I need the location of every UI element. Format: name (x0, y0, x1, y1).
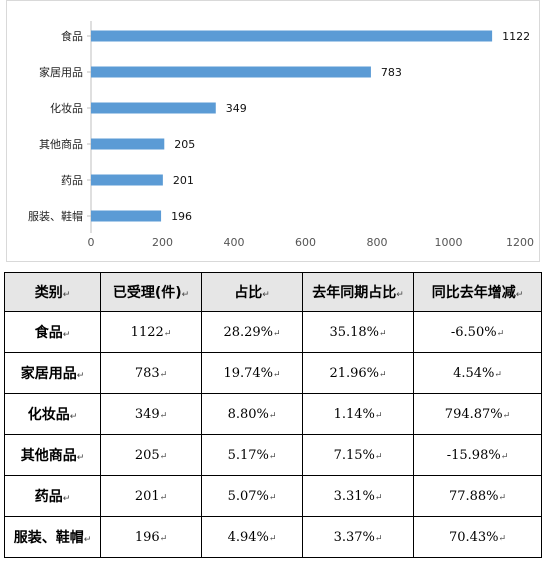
table-cell: 201↵ (100, 475, 202, 517)
table-cell: 21.96%↵ (302, 352, 414, 394)
x-tick-label: 800 (367, 236, 388, 249)
bar-chart: 食品 1122 家居用品 783 化妆品 349 其他商品 205 药品 201 服装、鞋帽 196 0… (6, 0, 540, 262)
category-label: 药品 (61, 174, 83, 187)
table-cell: 28.29%↵ (201, 311, 303, 353)
table-row: 家居用品↵ 783↵ 19.74%↵ 21.96%↵ 4.54%↵ (4, 352, 542, 394)
table-cell: 药品↵ (4, 475, 101, 517)
table-cell: 349↵ (100, 393, 202, 435)
table-cell: 4.94%↵ (201, 516, 303, 558)
table-cell: 8.80%↵ (201, 393, 303, 435)
x-tick-label: 400 (224, 236, 245, 249)
table-row: 药品↵ 201↵ 5.07%↵ 3.31%↵ 77.88%↵ (4, 475, 542, 517)
bar (91, 102, 216, 114)
table-cell: 家居用品↵ (4, 352, 101, 394)
bar (91, 210, 162, 222)
table-header-row: 类别↵ 已受理(件)↵ 占比↵ 去年同期占比↵ 同比去年增减↵ (4, 272, 542, 312)
table-cell: 35.18%↵ (302, 311, 414, 353)
x-tick-label: 1200 (506, 236, 534, 249)
data-label: 201 (173, 174, 194, 187)
complaint-table: 类别↵ 已受理(件)↵ 占比↵ 去年同期占比↵ 同比去年增减↵ 食品↵ 1122… (4, 272, 542, 558)
table-row: 食品↵ 1122↵ 28.29%↵ 35.18%↵ -6.50%↵ (4, 311, 542, 353)
bar (91, 138, 165, 150)
header-last-year-share: 去年同期占比↵ (302, 272, 414, 312)
table-cell: 3.31%↵ (302, 475, 414, 517)
x-tick-label: 600 (295, 236, 316, 249)
table-cell: -15.98%↵ (413, 434, 542, 476)
x-tick-label: 200 (152, 236, 173, 249)
table-cell: 1122↵ (100, 311, 202, 353)
bar (91, 174, 163, 186)
category-label: 化妆品 (50, 101, 83, 115)
bar (91, 66, 371, 78)
table-cell: 其他商品↵ (4, 434, 101, 476)
category-label: 家居用品 (39, 65, 83, 79)
data-label: 783 (381, 66, 402, 79)
table-cell: 5.17%↵ (201, 434, 303, 476)
table-cell: 食品↵ (4, 311, 101, 353)
table-cell: 794.87%↵ (413, 393, 542, 435)
x-tick-label: 0 (88, 236, 95, 249)
header-category: 类别↵ (4, 272, 101, 312)
category-label: 服装、鞋帽 (28, 209, 83, 223)
table-row: 服装、鞋帽↵ 196↵ 4.94%↵ 3.37%↵ 70.43%↵ (4, 516, 542, 558)
header-share: 占比↵ (201, 272, 303, 312)
table-cell: 77.88%↵ (413, 475, 542, 517)
data-label: 1122 (502, 30, 530, 43)
table-cell: 3.37%↵ (302, 516, 414, 558)
data-label: 205 (174, 138, 195, 151)
x-tick-label: 1000 (435, 236, 463, 249)
data-label: 349 (226, 102, 247, 115)
table-cell: 783↵ (100, 352, 202, 394)
table-cell: 化妆品↵ (4, 393, 101, 435)
table-cell: -6.50%↵ (413, 311, 542, 353)
table-cell: 1.14%↵ (302, 393, 414, 435)
table-cell: 4.54%↵ (413, 352, 542, 394)
table-cell: 5.07%↵ (201, 475, 303, 517)
table-cell: 196↵ (100, 516, 202, 558)
table-cell: 205↵ (100, 434, 202, 476)
category-label: 食品 (61, 29, 83, 43)
data-label: 196 (171, 210, 192, 223)
bar (91, 30, 493, 42)
table-cell: 70.43%↵ (413, 516, 542, 558)
header-accepted: 已受理(件)↵ (100, 272, 202, 312)
table-row: 其他商品↵ 205↵ 5.17%↵ 7.15%↵ -15.98%↵ (4, 434, 542, 476)
table-cell: 服装、鞋帽↵ (4, 516, 101, 558)
header-yoy-change: 同比去年增减↵ (413, 272, 542, 312)
category-label: 其他商品 (39, 137, 83, 151)
chart-canvas: 食品 1122 家居用品 783 化妆品 349 其他商品 205 药品 201 服装、鞋帽 196 0… (28, 21, 534, 249)
table-cell: 19.74%↵ (201, 352, 303, 394)
table-cell: 7.15%↵ (302, 434, 414, 476)
table-row: 化妆品↵ 349↵ 8.80%↵ 1.14%↵ 794.87%↵ (4, 393, 542, 435)
